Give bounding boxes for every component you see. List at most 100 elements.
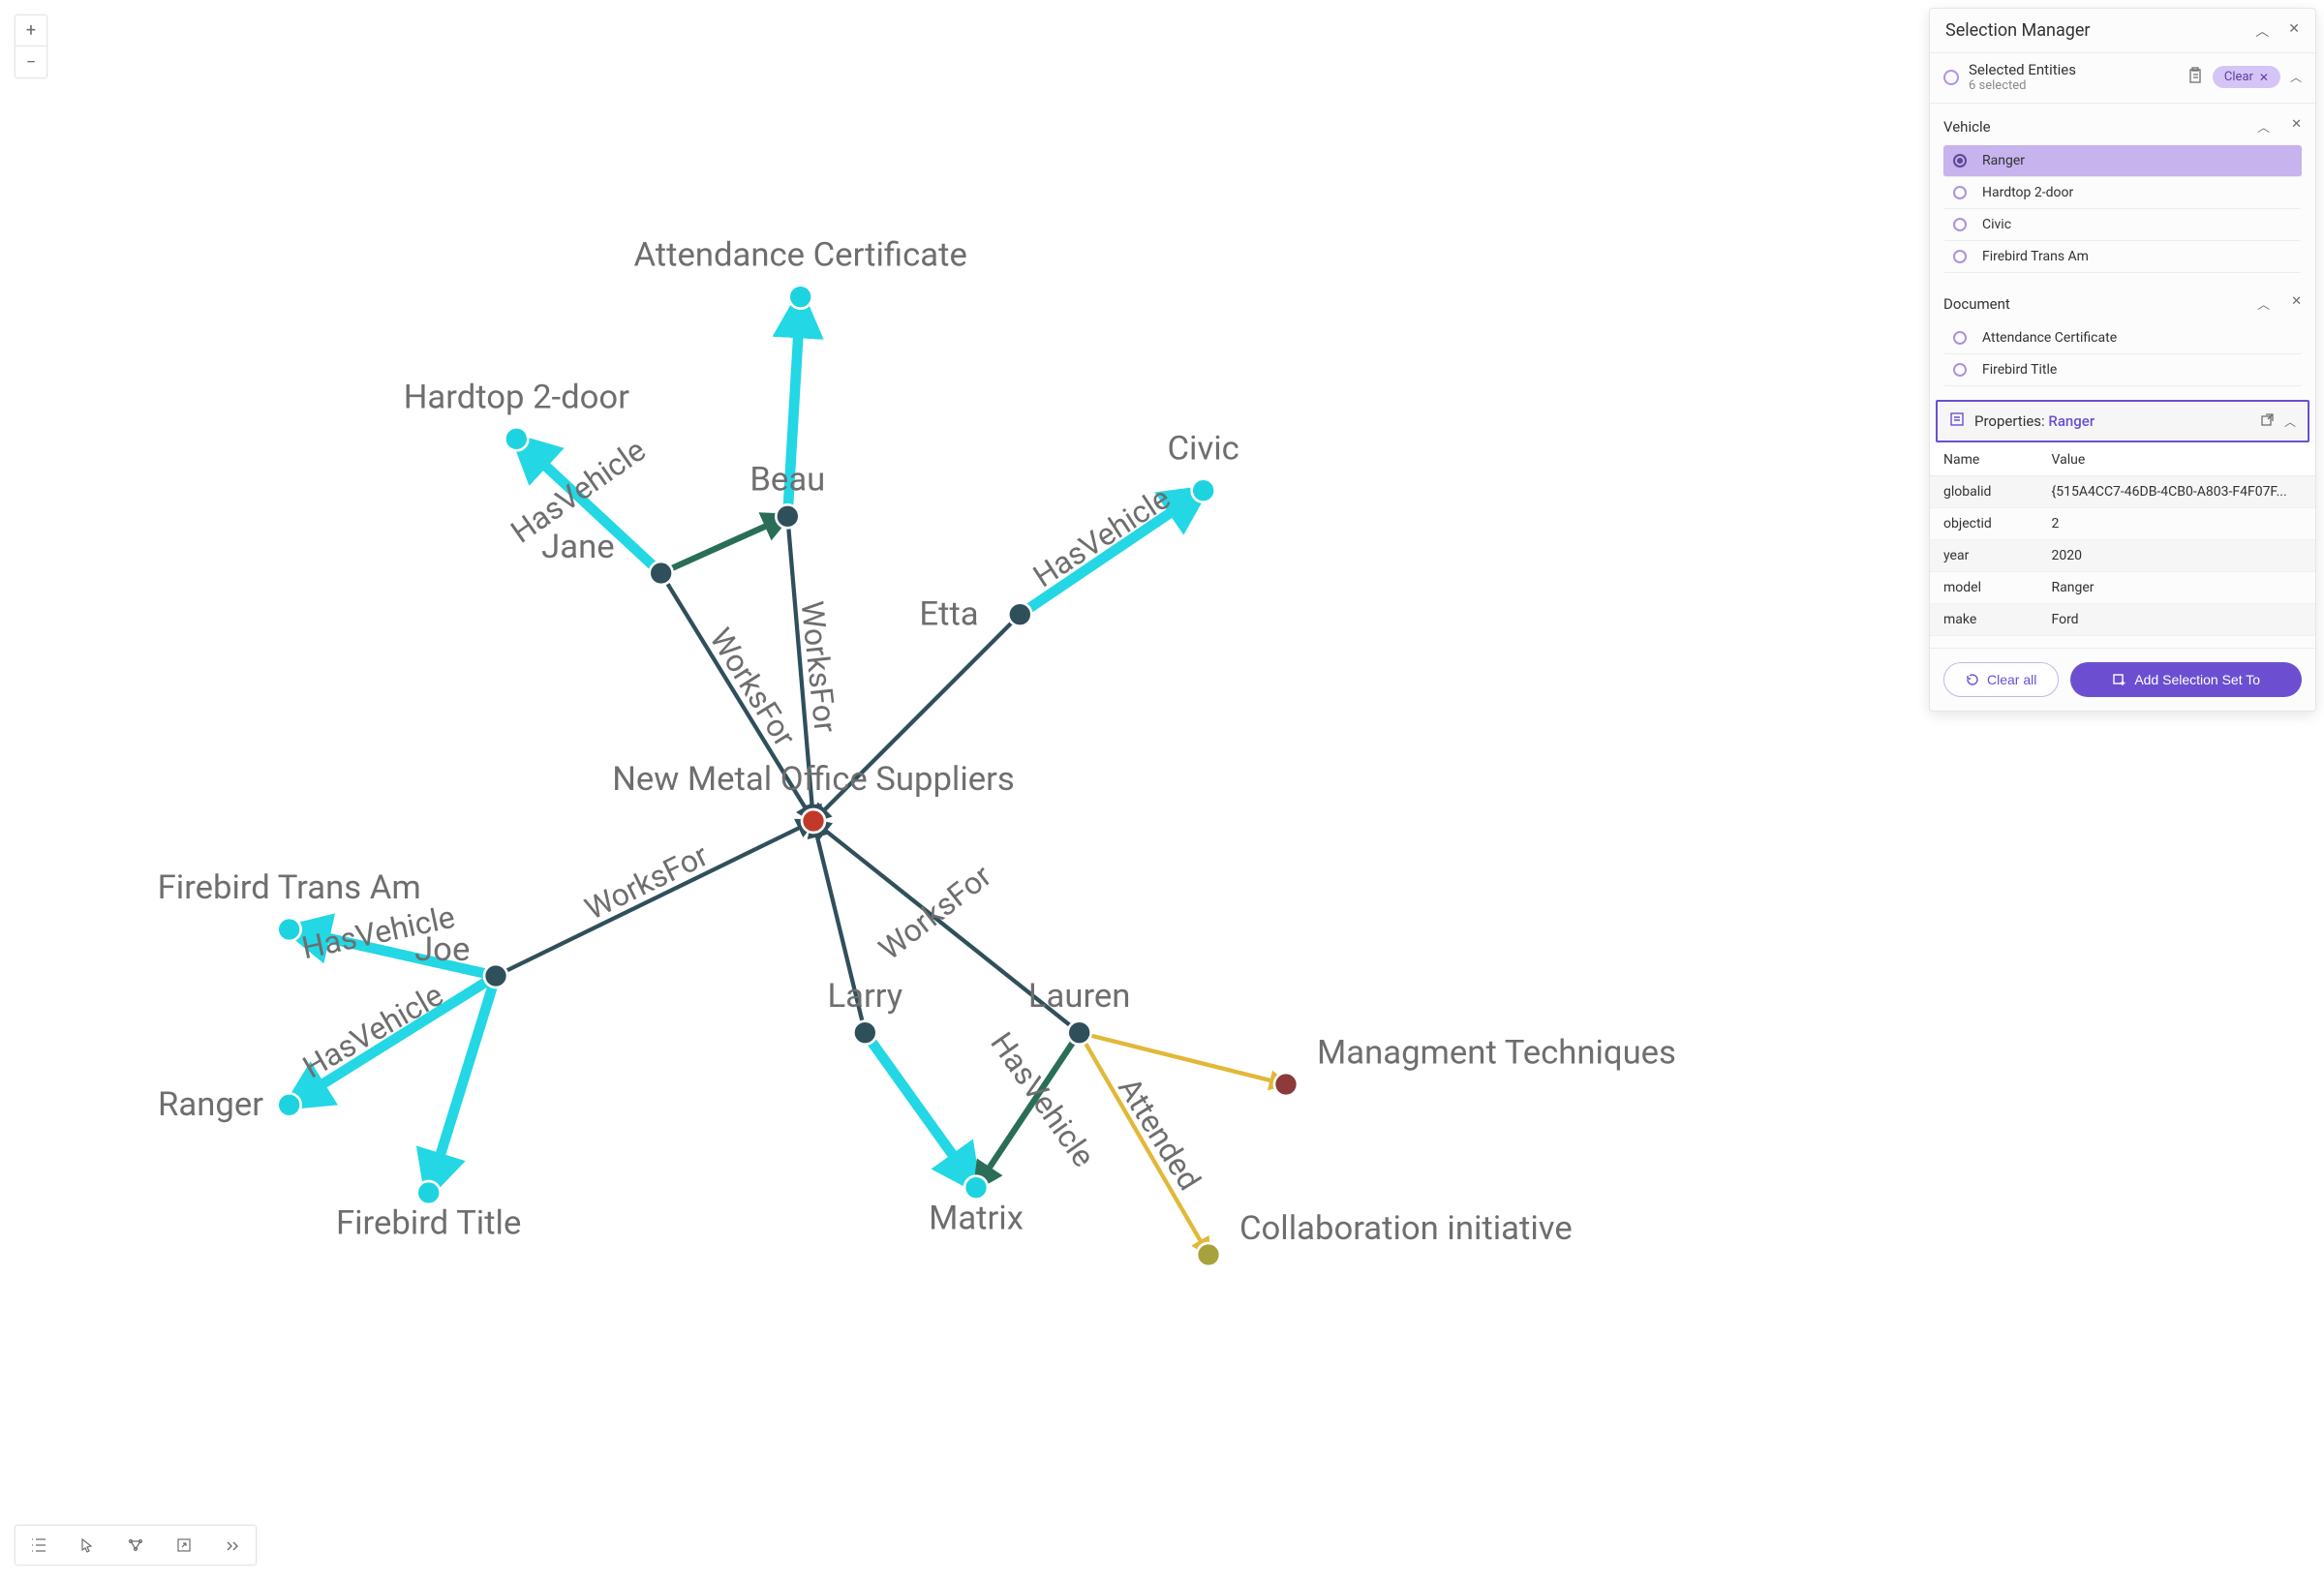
properties-value-name: Ranger [2048, 412, 2095, 430]
chevron-up-icon[interactable]: ︿ [2257, 117, 2270, 136]
list-item[interactable]: Firebird Trans Am [1943, 241, 2302, 273]
chevron-up-icon[interactable]: ︿ [2284, 413, 2296, 430]
chevron-up-icon[interactable]: ︿ [2290, 69, 2302, 85]
collapse-panel-icon[interactable]: ︿ [2255, 21, 2269, 41]
close-icon: ✕ [2259, 71, 2269, 84]
group-header: Document ︿ ✕ [1930, 281, 2315, 322]
add-selection-label: Add Selection Set To [2134, 672, 2260, 687]
node-label: Jane [541, 528, 615, 566]
prop-value: Ford [2037, 604, 2315, 636]
graph-node[interactable] [853, 1021, 876, 1045]
node-label: Beau [749, 461, 825, 500]
edge-label: WorksFor [579, 836, 714, 927]
list-item[interactable]: Firebird Title [1943, 354, 2302, 386]
panel-title: Selection Manager [1945, 20, 2091, 41]
add-selection-set-button[interactable]: Add Selection Set To [2070, 662, 2302, 697]
list-icon[interactable] [19, 1530, 58, 1561]
close-panel-icon[interactable]: ✕ [2288, 21, 2300, 41]
prop-value: Ranger [2037, 572, 2315, 604]
edge-label: Attended [1111, 1071, 1208, 1197]
edge-label: HasVehicle [296, 976, 449, 1085]
popout-icon[interactable] [2260, 412, 2275, 431]
popup-icon[interactable] [165, 1530, 203, 1561]
entity-circle-icon [1943, 70, 1959, 85]
graph-node[interactable] [802, 809, 825, 833]
properties-icon [1949, 411, 1965, 431]
node-label: Hardtop 2-door [404, 378, 629, 416]
list-item-label: Firebird Trans Am [1982, 249, 2089, 264]
chevron-up-icon[interactable]: ︿ [2257, 294, 2270, 313]
graph-node[interactable] [1068, 1021, 1091, 1045]
node-label: Larry [827, 977, 902, 1016]
prop-value: {515A4CC7-46DB-4CB0-A803-F4F07F... [2037, 476, 2315, 508]
prop-name: objectid [1930, 508, 2037, 540]
entity-circle-icon [1953, 186, 1967, 199]
clipboard-icon[interactable] [2187, 67, 2203, 88]
prop-name: globalid [1930, 476, 2037, 508]
graph-node[interactable] [505, 427, 528, 450]
graph-node[interactable] [650, 562, 673, 585]
graph-edge[interactable] [865, 1033, 976, 1188]
graph-node[interactable] [1274, 1073, 1298, 1096]
selected-entities-label: Selected Entities [1969, 61, 2178, 78]
node-label: Collaboration initiative [1239, 1209, 1573, 1248]
list-item-label: Firebird Title [1982, 362, 2057, 378]
edge-label: WorksFor [794, 599, 844, 735]
graph-edge[interactable] [1080, 1033, 1286, 1084]
graph-node[interactable] [1192, 479, 1215, 502]
properties-header: Properties: Ranger ︿ [1936, 400, 2309, 442]
entity-circle-icon [1953, 250, 1967, 263]
entity-circle-icon [1953, 218, 1967, 231]
properties-col-name: Name [1930, 444, 2037, 476]
prop-value: 2020 [2037, 540, 2315, 572]
more-icon[interactable] [213, 1530, 252, 1561]
node-label: Firebird Trans Am [158, 868, 421, 907]
node-label: New Metal Office Suppliers [612, 760, 1015, 799]
list-item-label: Hardtop 2-door [1982, 185, 2073, 200]
clear-pill-button[interactable]: Clear ✕ [2213, 66, 2280, 88]
graph-node[interactable] [776, 504, 799, 528]
graph-node[interactable] [964, 1176, 988, 1200]
group-title: Document [1943, 295, 2010, 313]
graph-node[interactable] [1197, 1243, 1220, 1266]
pointer-icon[interactable] [68, 1530, 107, 1561]
node-label: Ranger [158, 1085, 263, 1124]
list-item[interactable]: Ranger [1943, 145, 2302, 177]
node-label: Managment Techniques [1317, 1034, 1676, 1073]
graph-node[interactable] [278, 1093, 301, 1116]
node-label: Civic [1167, 430, 1238, 469]
bottom-toolbar [15, 1525, 257, 1565]
clear-label: Clear [2224, 70, 2253, 84]
panel-footer: Clear all Add Selection Set To [1930, 648, 2315, 711]
list-item[interactable]: Civic [1943, 209, 2302, 241]
clear-all-button[interactable]: Clear all [1943, 662, 2059, 697]
list-item[interactable]: Attendance Certificate [1943, 322, 2302, 354]
close-icon[interactable]: ✕ [2291, 117, 2302, 136]
list-item-label: Ranger [1982, 153, 2025, 168]
node-label: Attendance Certificate [633, 236, 966, 275]
graph-node[interactable] [789, 286, 812, 309]
properties-col-value: Value [2037, 444, 2315, 476]
graph-edge[interactable] [661, 516, 788, 573]
node-label: Lauren [1028, 977, 1131, 1016]
selected-count: 6 selected [1969, 78, 2178, 93]
graph-node[interactable] [1008, 603, 1031, 626]
graph-node[interactable] [484, 964, 507, 988]
graph-node[interactable] [278, 918, 301, 941]
graph-node[interactable] [417, 1181, 441, 1204]
list-item-label: Attendance Certificate [1982, 330, 2117, 346]
panel-header: Selection Manager ︿ ✕ [1930, 9, 2315, 52]
selected-entities-header: Selected Entities 6 selected Clear ✕ ︿ [1930, 53, 2315, 104]
close-icon[interactable]: ✕ [2291, 294, 2302, 313]
node-label: Etta [919, 594, 978, 633]
clear-all-label: Clear all [1987, 672, 2036, 687]
group-title: Vehicle [1943, 118, 1991, 136]
edge-label: WorksFor [702, 622, 803, 753]
properties-table: Name Value globalid {515A4CC7-46DB-4CB0-… [1930, 444, 2315, 636]
graph-layout-icon[interactable] [116, 1530, 155, 1561]
prop-name: model [1930, 572, 2037, 604]
list-item[interactable]: Hardtop 2-door [1943, 177, 2302, 209]
group-header: Vehicle ︿ ✕ [1930, 104, 2315, 145]
entity-circle-icon [1953, 154, 1967, 167]
node-label: Matrix [929, 1199, 1024, 1237]
